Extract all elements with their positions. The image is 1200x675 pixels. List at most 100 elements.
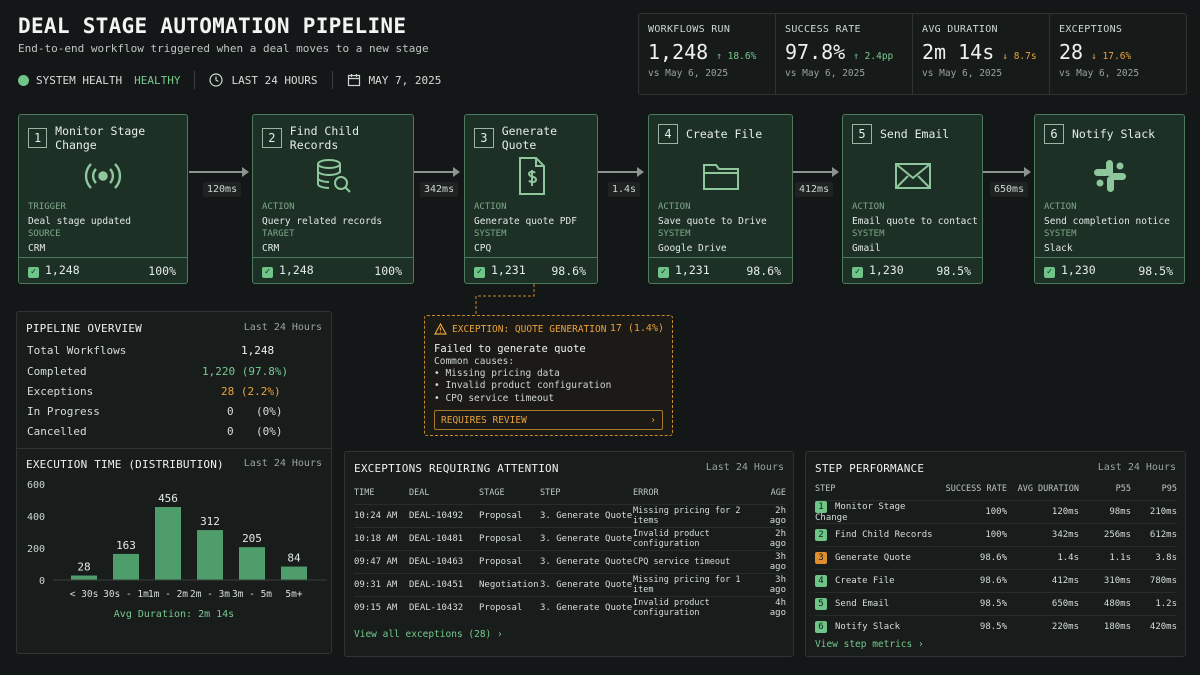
table-row[interactable]: 6 Notify Slack 98.5% 220ms 180ms 420ms — [815, 614, 1177, 638]
step-key: SOURCE — [28, 229, 61, 239]
success-rate: 98.6% — [939, 545, 1007, 569]
step-title: Create File — [686, 127, 763, 141]
step-title: Send Email — [880, 127, 950, 141]
step-key: TRIGGER — [28, 202, 66, 212]
dollar-document-icon — [519, 157, 545, 195]
chevron-right-icon: › — [497, 629, 503, 640]
step-title: Generate Quote — [501, 124, 558, 152]
kpi-value: 1,248 — [648, 40, 709, 64]
avg-duration: 220ms — [1007, 614, 1079, 638]
check-icon: ✓ — [28, 267, 39, 278]
step-card-find-child-records[interactable]: 2 Find Child Records ACTION Query related … — [252, 114, 414, 284]
system-health-label: SYSTEM HEALTH — [36, 73, 123, 87]
p95: 780ms — [1131, 568, 1177, 592]
table-row[interactable]: 2 Find Child Records 100% 342ms 256ms 612ms — [815, 522, 1177, 546]
flow-arrow — [793, 167, 839, 177]
y-tick-label: 400 — [27, 512, 45, 523]
p55: 1.1s — [1079, 545, 1131, 569]
column-header[interactable]: AVG DURATION — [1017, 483, 1079, 494]
step-name: 3. Generate Quote — [540, 572, 633, 596]
avg-duration: 120ms — [1007, 499, 1079, 523]
step-number: 3 — [474, 128, 494, 148]
step-key: SYSTEM — [1044, 229, 1077, 239]
column-header[interactable]: STEP — [815, 483, 836, 494]
step-card-notify-slack[interactable]: 6 Notify Slack ACTION Send completion noti… — [1034, 114, 1185, 284]
bar-value-label: 28 — [77, 561, 90, 574]
y-tick-label: 600 — [27, 480, 45, 491]
step-name: Monitor Stage Change — [815, 501, 906, 523]
step-value: Generate quote PDF — [474, 215, 577, 227]
table-row[interactable]: 5 Send Email 98.5% 650ms 480ms 1.2s — [815, 591, 1177, 615]
column-header[interactable]: TIME — [354, 487, 375, 498]
time-range-selector[interactable]: LAST 24 HOURS — [209, 73, 318, 87]
page-subtitle: End-to-end workflow triggered when a dea… — [18, 42, 429, 55]
cause-item: • Invalid product configuration — [434, 380, 612, 392]
table-row[interactable]: 1 Monitor Stage Change 100% 120ms 98ms 210ms — [815, 499, 1177, 523]
table-row[interactable]: 10:18 AM DEAL-10481 Proposal 3. Generate Qu… — [354, 526, 786, 550]
step-key: ACTION — [852, 202, 885, 212]
step-number: 5 — [852, 124, 872, 144]
column-header[interactable]: P95 — [1161, 483, 1177, 494]
overview-pct: (0%) — [256, 405, 283, 418]
column-header[interactable]: P55 — [1115, 483, 1131, 494]
database-search-icon — [317, 159, 351, 193]
exception-time: 10:18 AM — [354, 526, 409, 550]
step-title: Monitor Stage Change — [55, 124, 146, 152]
step-number: 1 — [28, 128, 48, 148]
overview-label: Exceptions — [27, 385, 94, 398]
table-row[interactable]: 10:24 AM DEAL-10492 Proposal 3. Generate Qu… — [354, 503, 786, 527]
column-header[interactable]: STEP — [540, 487, 561, 498]
age: 3h ago — [761, 572, 786, 596]
exception-title: EXCEPTION: QUOTE GENERATION — [452, 323, 607, 335]
kpi-compare: vs May 6, 2025 — [922, 68, 1003, 79]
calendar-icon — [347, 74, 360, 87]
column-header[interactable]: SUCCESS RATE — [945, 483, 1007, 494]
overview-value: 1,220 (97.8%) — [202, 365, 289, 378]
x-tick-label: 5m+ — [285, 589, 302, 600]
exception-callout[interactable]: EXCEPTION: QUOTE GENERATION 17 (1.4%) Fa… — [424, 315, 673, 436]
column-header[interactable]: AGE — [770, 487, 786, 498]
deal-id: DEAL-10481 — [409, 526, 479, 550]
table-row[interactable]: 4 Create File 98.6% 412ms 310ms 780ms — [815, 568, 1177, 592]
kpi-success-rate: SUCCESS RATE 97.8% ↑ 2.4pp vs May 6, 2025 — [776, 14, 913, 94]
step-card-generate-quote[interactable]: 3 Generate Quote ACTION Generate quote PDF… — [464, 114, 598, 284]
table-row[interactable]: 09:31 AM DEAL-10451 Negotiation 3. Generate… — [354, 572, 786, 596]
step-name: Find Child Records — [835, 529, 933, 540]
step-number-badge: 6 — [815, 620, 827, 633]
p95: 612ms — [1131, 522, 1177, 546]
bar-value-label: 456 — [158, 492, 178, 505]
error-message: Invalid product configuration — [633, 526, 761, 550]
exception-connector — [475, 284, 535, 316]
histogram-bar[interactable] — [155, 507, 181, 580]
status-bar: SYSTEM HEALTH HEALTHY LAST 24 HOURS MAY … — [18, 71, 441, 89]
table-row[interactable]: 3 Generate Quote 98.6% 1.4s 1.1s 3.8s — [815, 545, 1177, 569]
bar-value-label: 84 — [287, 552, 301, 565]
histogram-bar[interactable] — [281, 566, 307, 580]
table-row[interactable]: 09:15 AM DEAL-10432 Proposal 3. Generate Qu… — [354, 595, 786, 619]
step-value: Google Drive — [658, 242, 727, 254]
step-card-monitor-stage-change[interactable]: 1 Monitor Stage Change TRIGGER Deal stage … — [18, 114, 188, 284]
step-key: ACTION — [1044, 202, 1077, 212]
step-count: 1,231 — [491, 263, 526, 277]
view-all-exceptions-link[interactable]: View all exceptions (28) › — [354, 629, 503, 640]
date-selector[interactable]: MAY 7, 2025 — [347, 73, 441, 87]
table-row[interactable]: 09:47 AM DEAL-10463 Proposal 3. Generate Qu… — [354, 549, 786, 573]
histogram-bar[interactable] — [239, 547, 265, 580]
requires-review-button[interactable]: REQUIRES REVIEW › — [434, 410, 663, 430]
step-title: Notify Slack — [1072, 127, 1156, 141]
column-header[interactable]: ERROR — [633, 487, 659, 498]
histogram-bar[interactable] — [71, 575, 97, 580]
column-header[interactable]: STAGE — [479, 487, 505, 498]
view-step-metrics-link[interactable]: View step metrics › — [815, 639, 924, 650]
step-number-badge: 1 — [815, 500, 827, 513]
step-card-send-email[interactable]: 5 Send Email ACTION Email quote to contact… — [842, 114, 983, 284]
step-value: CPQ — [474, 242, 492, 254]
histogram-bar[interactable] — [113, 553, 139, 580]
step-rate: 100% — [374, 263, 402, 278]
step-name: 3. Generate Quote — [540, 595, 633, 619]
histogram-bar[interactable] — [197, 530, 223, 580]
step-rate: 98.6% — [551, 263, 586, 278]
age: 3h ago — [761, 549, 786, 573]
column-header[interactable]: DEAL — [409, 487, 430, 498]
step-card-create-file[interactable]: 4 Create File ACTION Save quote to Drive SY… — [648, 114, 793, 284]
